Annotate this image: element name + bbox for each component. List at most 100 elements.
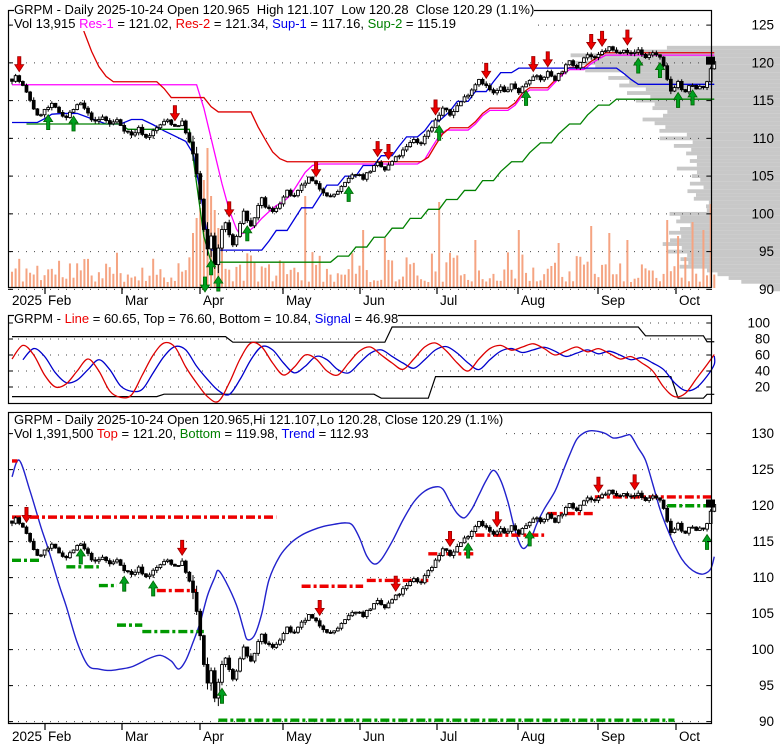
svg-text:Aug: Aug xyxy=(521,729,545,744)
svg-text:95: 95 xyxy=(759,678,774,693)
sell-arrow-icon xyxy=(176,539,188,556)
svg-text:60: 60 xyxy=(755,348,770,363)
volume-bars xyxy=(11,148,716,288)
svg-text:Aug: Aug xyxy=(521,293,545,308)
sell-arrow-icon xyxy=(383,144,394,161)
bottom-band-line xyxy=(12,375,715,399)
svg-text:125: 125 xyxy=(751,18,774,33)
sup2-line xyxy=(26,98,715,263)
header-line-1: GRPM - Daily 2025-10-24 Open 120.965 Hig… xyxy=(14,2,535,17)
year-label: 2025 xyxy=(12,729,42,744)
svg-text:Jun: Jun xyxy=(363,729,385,744)
res2-line xyxy=(76,10,715,163)
price-axis-labels: 125 120 115 110 105 100 95 90 xyxy=(751,18,774,297)
buy-arrow-icon xyxy=(147,580,159,597)
svg-text:105: 105 xyxy=(751,606,774,621)
svg-text:Sep: Sep xyxy=(601,293,625,308)
bottom-level-segments xyxy=(12,504,715,722)
buy-arrow-icon xyxy=(118,575,130,592)
sell-arrow-icon xyxy=(314,599,325,617)
buy-arrow-icon xyxy=(524,530,535,547)
buy-arrow-icon xyxy=(654,61,666,79)
sell-arrow-icon xyxy=(480,62,492,80)
sell-arrow-icon xyxy=(593,476,604,493)
plot-border xyxy=(7,314,713,405)
sell-arrow-icon xyxy=(223,201,235,218)
signal-line xyxy=(22,345,716,396)
buy-arrow-icon xyxy=(633,57,644,74)
sell-arrow-icon xyxy=(585,34,597,51)
volume-by-price-histogram xyxy=(570,45,780,292)
buy-arrow-icon xyxy=(433,124,445,141)
svg-text:110: 110 xyxy=(752,570,774,585)
buy-signal-arrows xyxy=(75,530,713,704)
sell-arrow-icon xyxy=(622,29,633,46)
trend-chart-header: GRPM - Daily 2025-10-24 Open 120.965,Hi … xyxy=(14,412,504,441)
header-line-2: Vol 1,391,500 Top = 121.20, Bottom = 119… xyxy=(14,427,504,441)
buy-arrow-icon xyxy=(205,259,217,276)
svg-text:120: 120 xyxy=(751,55,774,70)
header-line-1: GRPM - Daily 2025-10-24 Open 120.965,Hi … xyxy=(14,412,504,427)
svg-text:Jul: Jul xyxy=(440,293,457,308)
sell-arrow-icon xyxy=(310,161,322,178)
svg-text:125: 125 xyxy=(751,462,774,477)
month-ticks xyxy=(44,288,677,294)
svg-text:Mar: Mar xyxy=(125,729,149,744)
svg-text:Oct: Oct xyxy=(679,293,700,308)
trend-chart-canvas: 130 125 120 115 110 105 100 95 90 xyxy=(7,411,780,732)
price-axis-labels: 130 125 120 115 110 105 100 95 90 xyxy=(751,426,774,729)
month-ticks xyxy=(44,724,677,730)
year-label: 2025 xyxy=(12,293,42,308)
svg-text:May: May xyxy=(286,729,312,744)
buy-arrow-icon xyxy=(42,113,54,131)
candlesticks xyxy=(10,489,717,707)
header-line-1: GRPM - Line = 60.65, Top = 76.60, Bottom… xyxy=(14,311,399,326)
oscillator-panel: GRPM - Line = 60.65, Top = 76.60, Bottom… xyxy=(7,311,780,405)
buy-arrow-icon xyxy=(242,225,253,242)
svg-text:115: 115 xyxy=(752,534,774,549)
svg-text:100: 100 xyxy=(751,206,774,221)
svg-text:95: 95 xyxy=(759,244,774,259)
svg-text:Jun: Jun xyxy=(363,293,385,308)
sell-arrow-icon xyxy=(596,30,608,47)
buy-arrow-icon xyxy=(68,115,79,132)
buy-arrow-icon xyxy=(520,89,532,106)
sell-arrow-icon xyxy=(629,474,640,491)
sell-arrow-icon xyxy=(542,51,553,68)
last-price-marker xyxy=(706,56,715,65)
sell-arrow-icon xyxy=(444,530,456,548)
buy-arrow-icon xyxy=(213,275,224,292)
svg-text:Jul: Jul xyxy=(440,729,457,744)
sell-arrow-icon xyxy=(14,56,25,73)
svg-text:Oct: Oct xyxy=(679,729,700,744)
svg-text:Apr: Apr xyxy=(203,729,225,744)
price-chart-panel: GRPM - Daily 2025-10-24 Open 120.965 Hig… xyxy=(7,3,780,297)
date-axis-bottom: 2025 Feb Mar Apr May Jun Jul Aug Sep Oct xyxy=(8,724,780,745)
svg-text:20: 20 xyxy=(755,380,770,395)
svg-text:Feb: Feb xyxy=(48,293,71,308)
price-chart-header: GRPM - Daily 2025-10-24 Open 120.965 Hig… xyxy=(14,2,535,31)
sell-arrow-icon xyxy=(491,511,503,528)
trend-chart-panel: GRPM - Daily 2025-10-24 Open 120.965,Hi … xyxy=(7,411,780,729)
svg-text:May: May xyxy=(286,293,312,308)
sell-arrow-icon xyxy=(169,105,181,122)
svg-text:130: 130 xyxy=(751,426,774,441)
axis-ticks xyxy=(8,433,712,723)
top-level-segments xyxy=(12,459,715,593)
month-labels: Feb Mar Apr May Jun Jul Aug Sep Oct xyxy=(48,293,700,308)
buy-arrow-icon xyxy=(75,548,87,565)
svg-text:115: 115 xyxy=(752,93,774,108)
oscillator-header: GRPM - Line = 60.65, Top = 76.60, Bottom… xyxy=(14,311,399,326)
grid-lines xyxy=(10,433,710,723)
sell-arrow-icon xyxy=(528,56,539,73)
svg-text:80: 80 xyxy=(755,332,770,347)
plot-border xyxy=(7,411,713,725)
last-price-marker xyxy=(706,499,715,508)
buy-arrow-icon xyxy=(687,89,698,106)
svg-text:100: 100 xyxy=(747,316,770,331)
sell-signal-arrows xyxy=(21,474,640,617)
header-line-2: Vol 13,915 Res-1 = 121.02, Res-2 = 121.3… xyxy=(14,17,535,31)
buy-arrow-icon xyxy=(672,91,684,108)
